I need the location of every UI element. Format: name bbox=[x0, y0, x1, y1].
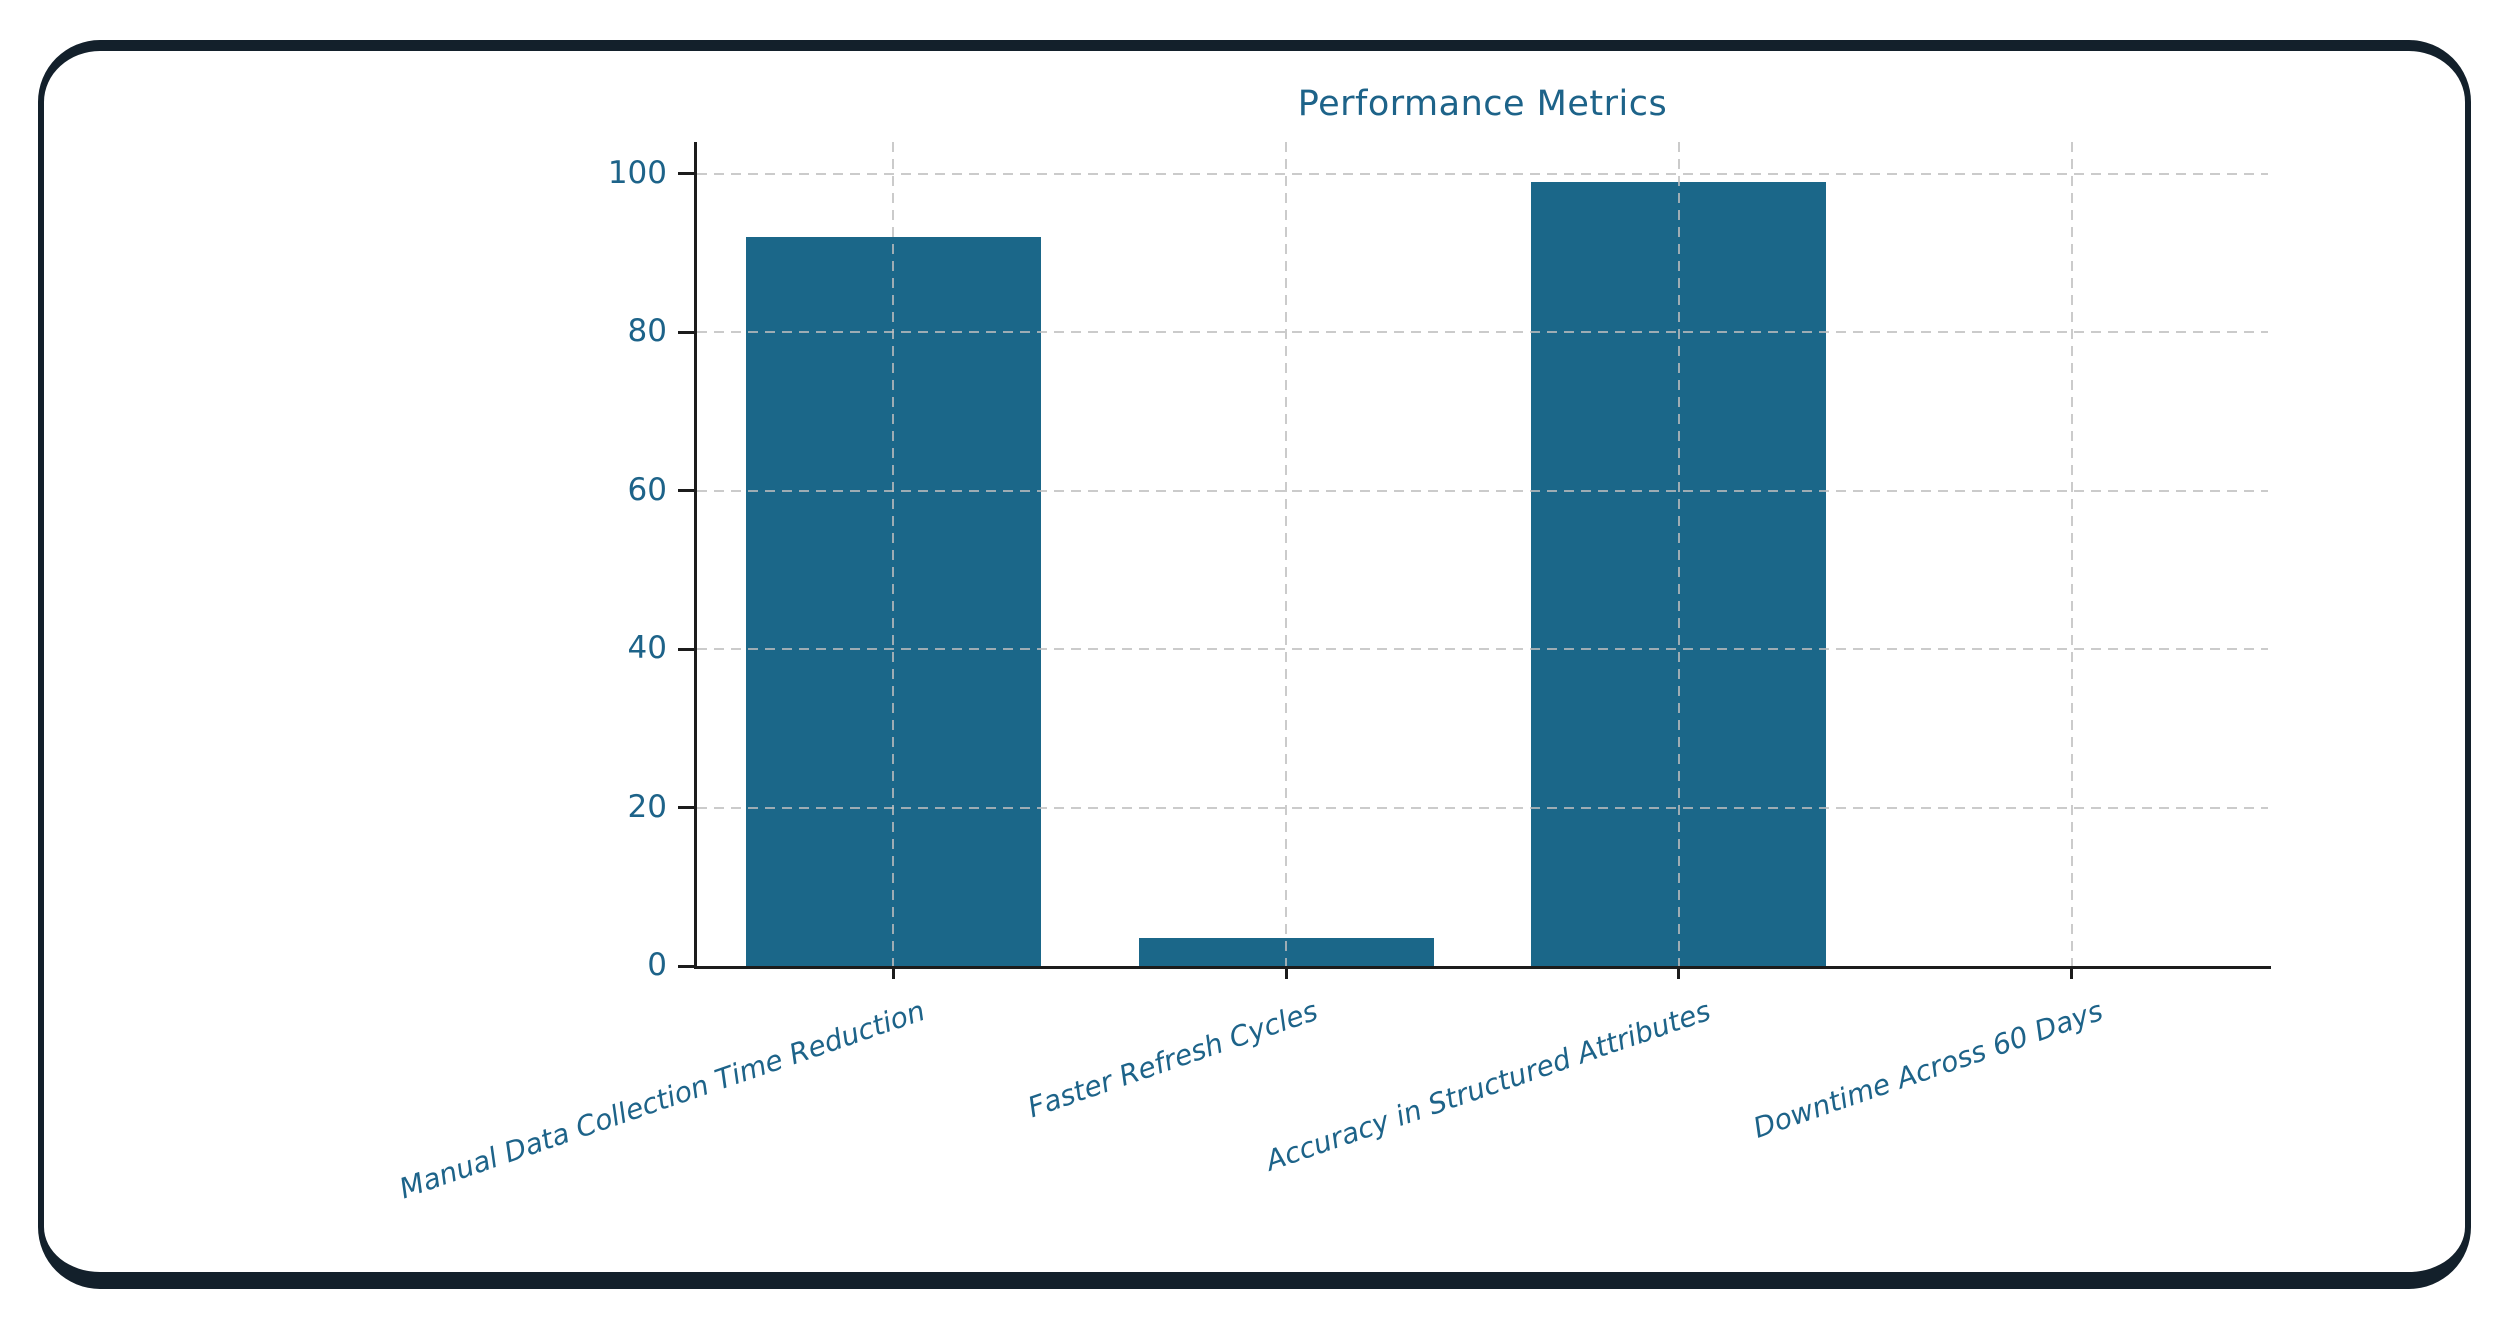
y-tick-label: 40 bbox=[627, 630, 667, 667]
x-tick-mark bbox=[1284, 969, 1288, 979]
y-tick-label: 20 bbox=[627, 788, 667, 825]
card-frame bbox=[38, 40, 2471, 1289]
vertical-gridline bbox=[892, 142, 895, 966]
y-tick-mark bbox=[678, 647, 694, 651]
x-tick-mark bbox=[891, 969, 895, 979]
bar-chart-plot-area: Manual Data Collection Time Reduction Fas… bbox=[395, 142, 2271, 1205]
y-tick-mark bbox=[678, 330, 694, 334]
horizontal-gridline bbox=[697, 648, 2268, 651]
y-tick-mark bbox=[678, 806, 694, 810]
x-axis-spine bbox=[694, 966, 2271, 969]
chart-title: Performance Metrics bbox=[1297, 84, 1668, 124]
vertical-gridline bbox=[1285, 142, 1288, 966]
y-tick-label: 100 bbox=[607, 154, 667, 191]
horizontal-gridline bbox=[697, 806, 2268, 809]
vertical-gridline bbox=[1677, 142, 1680, 966]
vertical-gridline bbox=[2070, 142, 2073, 966]
horizontal-gridline bbox=[697, 172, 2268, 175]
y-tick-mark bbox=[678, 172, 694, 176]
y-tick-mark bbox=[678, 489, 694, 493]
y-tick-label: 60 bbox=[627, 471, 667, 508]
x-tick-mark bbox=[2070, 969, 2074, 979]
y-tick-mark bbox=[678, 964, 694, 968]
x-tick-mark bbox=[1677, 969, 1681, 979]
y-axis-spine bbox=[694, 142, 697, 969]
horizontal-gridline bbox=[697, 331, 2268, 334]
horizontal-gridline bbox=[697, 489, 2268, 492]
y-tick-label: 0 bbox=[647, 947, 667, 983]
y-tick-label: 80 bbox=[627, 313, 667, 350]
